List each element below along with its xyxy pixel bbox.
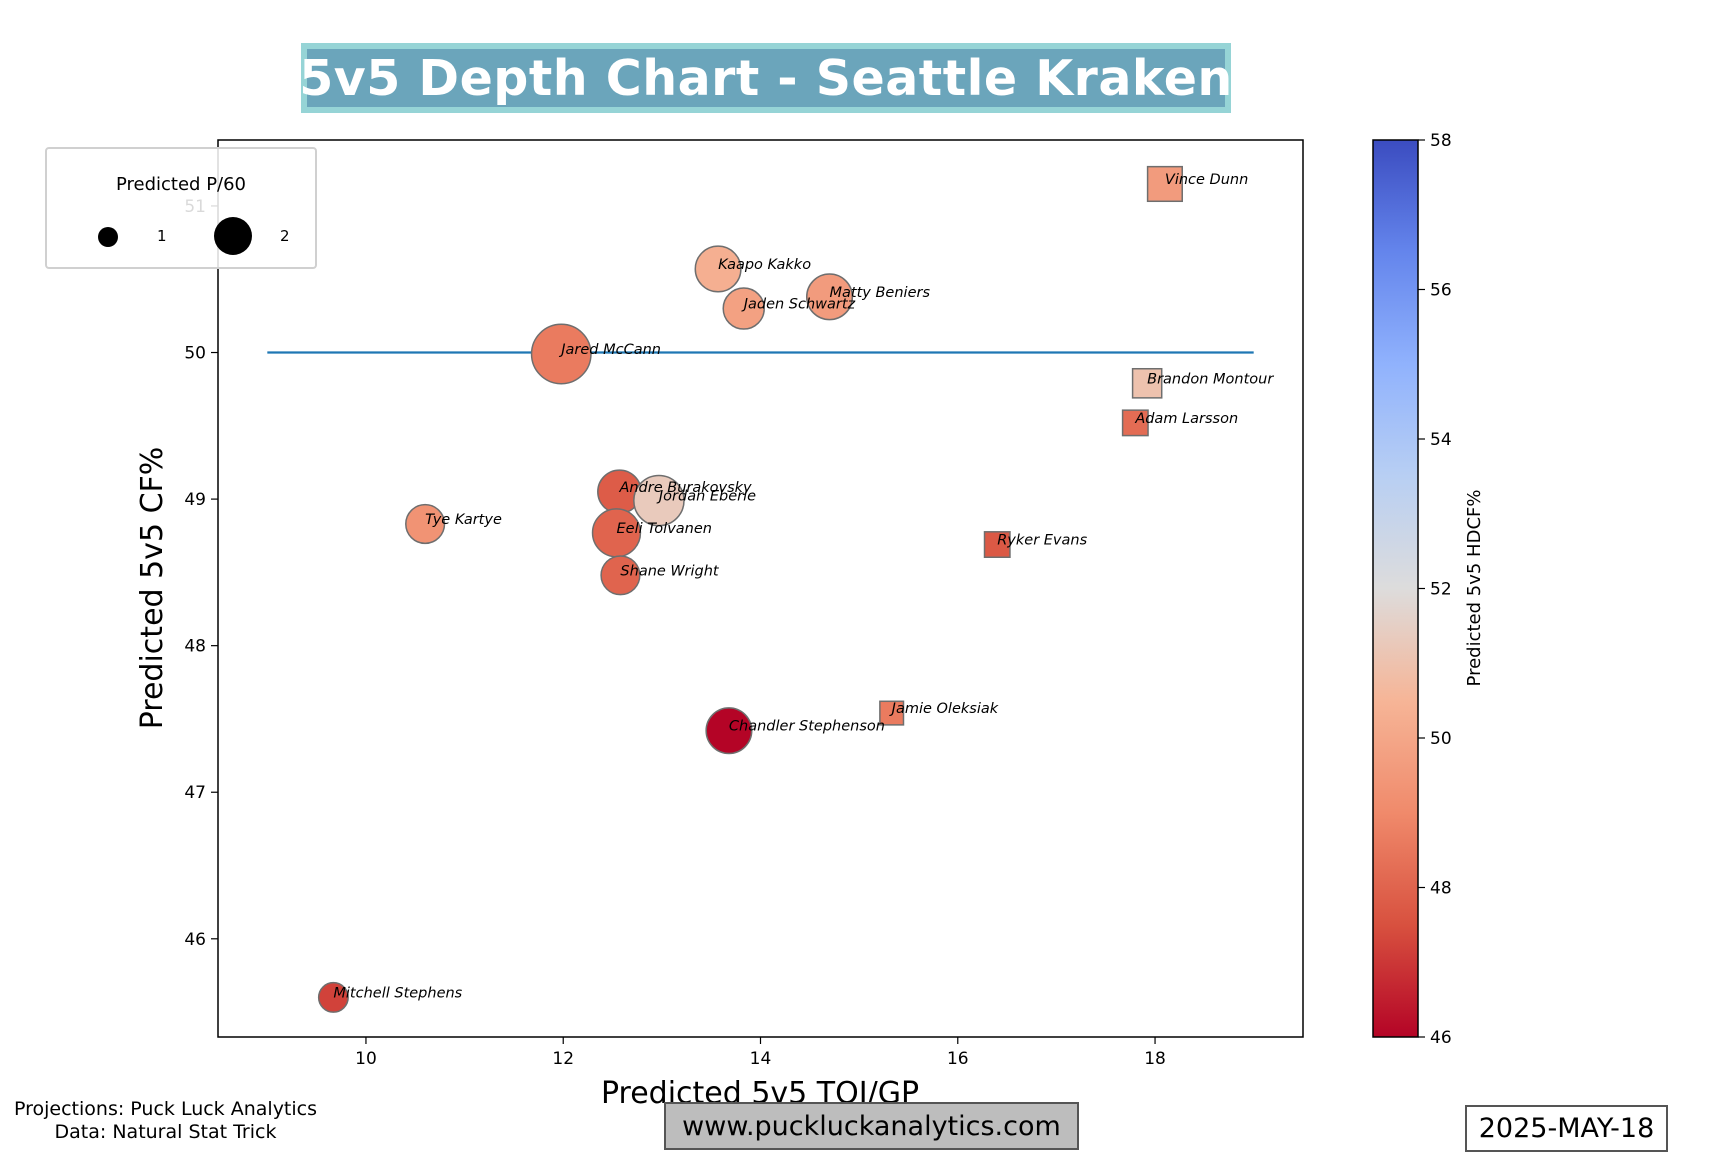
size-legend: Predicted P/60 1 2 [45, 147, 317, 269]
colorbar-tick-label: 52 [1430, 580, 1452, 600]
label-vince-dunn: Vince Dunn [1165, 172, 1248, 188]
point-ryker-evans [983, 531, 1011, 558]
label-jaden-schwartz: Jaden Schwartz [741, 297, 856, 313]
colorbar-tick-label: 56 [1430, 281, 1452, 301]
point-chandler-stephenson [705, 707, 753, 755]
legend-small-label: 1 [157, 227, 167, 245]
label-chandler-stephenson: Chandler Stephenson [729, 719, 885, 735]
y-tick-label: 49 [184, 490, 206, 510]
y-tick-label: 47 [184, 783, 206, 803]
data-points [317, 165, 1183, 1013]
point-adam-larsson [1121, 409, 1149, 437]
legend-small-marker [98, 227, 118, 247]
point-shane-wright [600, 555, 641, 596]
colorbar-ticks: 46 48 50 52 54 56 58 [1418, 131, 1452, 1048]
colorbar-tick-label: 48 [1430, 879, 1452, 899]
label-jared-mccann: Jared McCann [558, 342, 661, 358]
point-kaapo-kakko [694, 245, 742, 293]
colorbar [1372, 139, 1419, 1038]
point-jared-mccann [530, 323, 592, 385]
label-ryker-evans: Ryker Evans [997, 533, 1087, 549]
label-jamie-oleksiak: Jamie Oleksiak [889, 701, 999, 717]
y-tick-label: 46 [184, 930, 206, 950]
projections-credit: Projections: Puck Luck Analytics [14, 1098, 318, 1120]
x-tick-label: 18 [1144, 1049, 1166, 1069]
point-jordan-eberle [633, 474, 685, 527]
colorbar-tick-label: 54 [1430, 430, 1452, 450]
data-credit: Data: Natural Stat Trick [54, 1121, 277, 1143]
point-jaden-schwartz [722, 287, 765, 330]
y-tick-label: 48 [184, 637, 206, 657]
label-shane-wright: Shane Wright [620, 563, 719, 579]
x-tick-label: 14 [750, 1049, 772, 1069]
legend-large-label: 2 [280, 227, 290, 245]
y-axis-label: Predicted 5v5 CF% [135, 447, 170, 730]
label-tye-kartye: Tye Kartye [425, 512, 502, 528]
point-vince-dunn [1146, 165, 1183, 203]
point-brandon-montour [1131, 367, 1163, 399]
label-jordan-eberle: Jordan Eberle [656, 489, 756, 505]
y-axis-ticks: 464748495051 [184, 197, 218, 950]
colorbar-tick-label: 50 [1430, 729, 1452, 749]
colorbar-label: Predicted 5v5 HDCF% [1464, 490, 1485, 687]
label-kaapo-kakko: Kaapo Kakko [718, 257, 811, 273]
website-url[interactable]: www.puckluckanalytics.com [664, 1102, 1079, 1150]
title-banner: 5v5 Depth Chart - Seattle Kraken [299, 43, 1233, 113]
date-stamp: 2025-MAY-18 [1465, 1105, 1668, 1152]
x-tick-label: 10 [355, 1049, 377, 1069]
label-brandon-montour: Brandon Montour [1147, 371, 1274, 387]
x-axis-ticks: 10 12 14 16 18 [355, 1037, 1166, 1069]
point-mitchell-stephens [317, 981, 349, 1013]
label-adam-larsson: Adam Larsson [1134, 411, 1238, 427]
label-mitchell-stephens: Mitchell Stephens [333, 985, 462, 1001]
point-labels: Vince Dunn Kaapo Kakko Matty BeniersJaden … [333, 172, 1274, 1001]
label-eeli-tolvanen: Eeli Tolvanen [616, 521, 711, 537]
point-jamie-oleksiak [879, 700, 905, 726]
point-tye-kartye [405, 503, 446, 545]
colorbar-tick-label: 58 [1430, 131, 1452, 151]
footer-credits: Projections: Puck Luck Analytics Data: N… [14, 1098, 317, 1144]
chart-title: 5v5 Depth Chart - Seattle Kraken [299, 49, 1233, 107]
legend-title: Predicted P/60 [115, 174, 247, 195]
x-tick-label: 16 [947, 1049, 969, 1069]
colorbar-tick-label: 46 [1430, 1028, 1452, 1048]
y-tick-label: 50 [184, 344, 206, 364]
label-matty-beniers: Matty Beniers [830, 285, 931, 301]
point-matty-beniers [805, 273, 854, 321]
plot-frame [217, 139, 1304, 1038]
label-andre-burakovsky: Andre Burakovsky [618, 480, 752, 496]
x-tick-label: 12 [552, 1049, 574, 1069]
legend-large-marker [214, 217, 252, 255]
